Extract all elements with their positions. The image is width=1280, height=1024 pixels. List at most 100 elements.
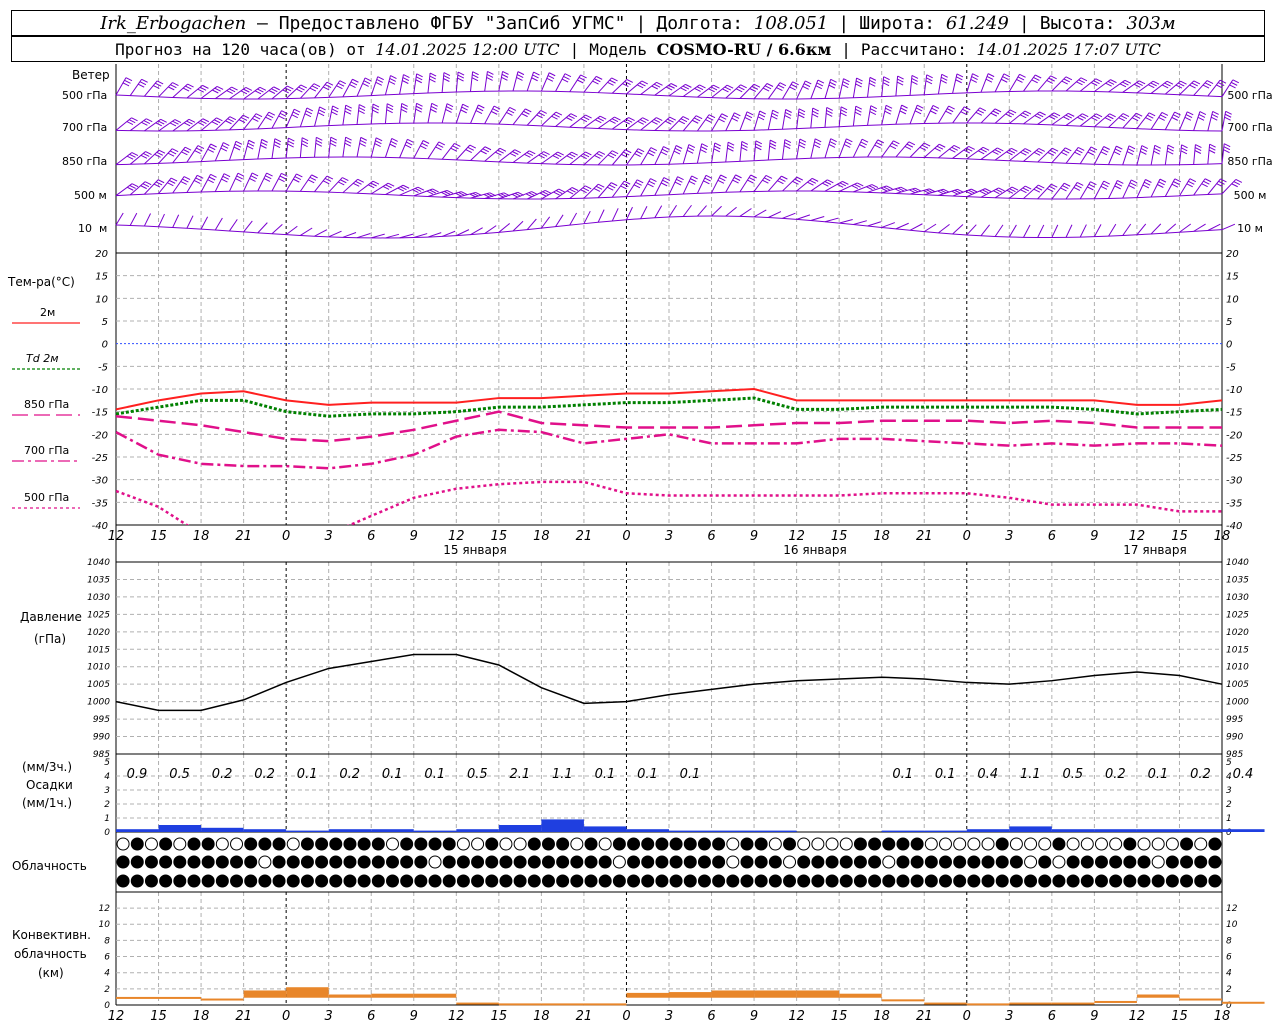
wind-barb-flag [536,114,543,119]
wind-barb-flag [1216,183,1223,188]
cloud-symbol [244,874,258,888]
wind-barb [1008,74,1020,92]
precip-tick-label: 0 [1226,828,1232,838]
wind-barb-flag [856,77,863,82]
cloud-symbol [669,837,683,851]
wind-level-500m: 500 м [74,189,107,202]
wind-barb-flag [313,83,321,88]
precip-tick-label: 1 [104,814,110,824]
precip-bar [286,830,329,832]
wind-barb-flag [765,174,773,179]
wind-barb [186,145,199,163]
cloud-symbol [1094,837,1108,851]
cloud-symbol [641,855,655,869]
precip-3h-sum: 0.5 [467,767,488,782]
pressure-unit: (гПа) [34,632,67,646]
wind-barb-flag [769,142,777,147]
cloud-symbol [1080,837,1094,851]
wind-barb-flag [372,103,380,108]
model-name: COSMO-RU / 6.6км [656,39,832,59]
wind-barb-flag [431,102,438,107]
wind-barb-flag [956,76,963,81]
wind-barb-flag [923,142,931,147]
precip-bar [158,825,202,832]
wind-barb-flag [1038,148,1045,152]
wind-barb [881,222,895,228]
wind-barb-flag [908,141,916,146]
wind-barb-flag [538,154,545,159]
pressure-tick-label: 1025 [87,610,110,620]
wind-barb-flag [532,74,539,79]
precip-bar [1136,829,1180,832]
wind-barb [980,187,999,198]
wind-barb-flag [1087,151,1094,156]
wind-barb [455,144,471,161]
wind-barb-flag [937,190,944,195]
wind-barb-flag [397,187,405,192]
wind-barb-flag [719,115,727,120]
wind-barb-flag [1186,111,1194,116]
cloud-symbol [1137,874,1151,888]
wind-barb [115,117,132,131]
wind-barb [952,106,965,124]
precip-bar [413,830,457,832]
wind-barb-flag [316,136,323,141]
wind-barb-flag [293,108,301,113]
cloud-symbol [1009,874,1023,888]
wind-barb-flag [469,144,477,149]
hour-tick-label: 12 [448,1009,465,1024]
cloud-symbol [939,855,952,869]
wind-barb-flag [680,118,688,123]
wind-barb-flag [701,143,708,148]
cloud-symbol [1123,855,1137,869]
wind-barb-flag [202,84,209,89]
wind-barb [1008,110,1026,124]
wind-barb [299,83,315,99]
wind-barb-flag [430,108,437,113]
wind-barb [626,179,638,197]
wind-barb [1221,179,1237,195]
wind-barb-flag [502,70,509,75]
cloud-symbol [1194,837,1208,851]
wind-barb-flag [1024,110,1032,115]
wind-barb-flag [415,79,422,84]
wind-barb-flag [705,174,713,179]
wind-barb-flag [131,183,139,188]
wind-barb-flag [727,141,735,146]
wind-barb-flag [637,120,644,125]
wind-barb-flag [992,150,999,155]
wind-barb [470,146,486,161]
wind-barb-flag [695,115,703,120]
cloud-symbol [428,874,442,888]
cloud-symbol [697,874,711,888]
wind-barb-flag [779,82,787,87]
wind-barb [739,83,755,99]
cloud-symbol [967,837,981,851]
wind-level-right-label: 700 гПа [1227,121,1272,134]
day-label: 17 января [1123,543,1186,557]
wind-barb [966,188,986,198]
wind-level-700hpa: 700 гПа [62,121,108,134]
cloud-symbol [1109,855,1123,869]
wind-barb-flag [315,142,322,147]
wind-barb [229,219,238,232]
wind-barb-flag [726,84,734,89]
wind-barb [144,149,160,165]
wind-barb-flag [906,143,914,148]
wind-barb-flag [1093,115,1100,120]
temp-tick-label: 0 [1226,340,1232,351]
wind-barb-flag [1020,189,1027,194]
wind-barb [994,147,1012,161]
wind-barb-flag [992,110,1000,115]
wind-barb-flag [869,79,876,84]
conv-bar [1009,1002,1052,1005]
wind-barb [1008,224,1017,238]
wind-barb-flag [186,120,193,125]
wind-barb [257,86,275,100]
cloud-symbol [286,855,300,869]
hour-tick-label: 21 [576,1009,593,1024]
wind-barb-flag [202,118,210,123]
cloud-symbol [868,837,882,851]
wind-barb-flag [533,71,540,76]
wind-barb-flag [170,84,177,89]
